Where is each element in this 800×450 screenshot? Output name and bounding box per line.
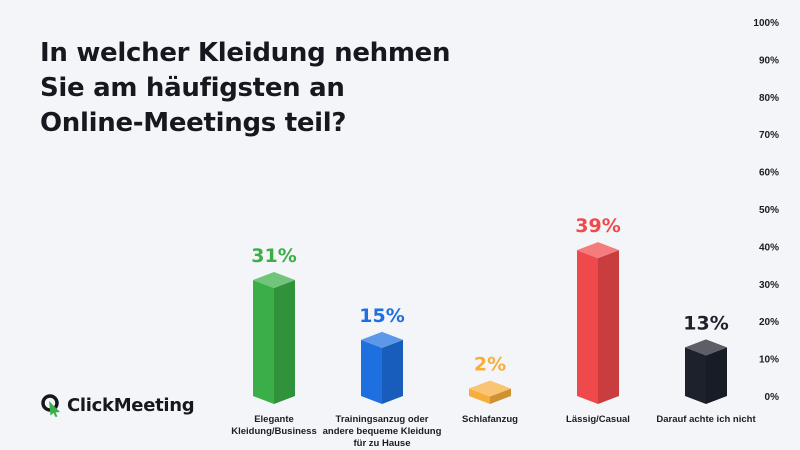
bar-left-face [685,347,706,404]
chart-title: In welcher Kleidung nehmen Sie am häufig… [40,36,470,141]
bar-value-label: 13% [683,312,728,334]
y-tick-label: 40% [759,242,779,253]
bar-top-face [253,272,295,289]
bar-left-face [577,250,598,404]
bar-left-face [253,280,274,404]
bar-value-label: 39% [575,215,620,237]
bar-right-face [490,388,511,404]
bar-value-label: 31% [251,245,296,267]
y-tick-label: 100% [753,18,779,29]
clickmeeting-logo-icon [41,394,60,417]
category-label-3: Lässig/Casual [566,414,630,425]
category-label-0: Elegante Kleidung/Business [231,414,317,437]
bar-top-face [685,339,727,356]
y-tick-label: 50% [759,205,779,216]
category-label-4: Darauf achte ich nicht [656,414,756,425]
bar-value-label: 15% [359,305,404,327]
title-line-2: Sie am häufigsten an [40,73,345,103]
y-tick-label: 0% [765,392,780,403]
y-tick-label: 80% [759,93,779,104]
category-label-1: Trainingsanzug oder andere bequeme Kleid… [322,414,442,449]
bar-left-face [361,339,382,404]
bar-right-face [706,347,727,404]
title-line-3: Online-Meetings teil? [40,108,347,138]
bar-right-face [274,280,295,404]
y-tick-label: 70% [759,130,779,141]
bar-right-face [598,250,619,404]
bar-value-label: 2% [474,354,506,376]
y-tick-label: 30% [759,280,779,291]
clickmeeting-logo: ClickMeeting [40,393,195,417]
bar-top-face [577,242,619,259]
y-tick-label: 90% [759,55,779,66]
y-tick-label: 60% [759,168,779,179]
y-tick-label: 20% [759,317,779,328]
bar-right-face [382,339,403,404]
title-line-1: In welcher Kleidung nehmen [40,38,451,68]
logo-text: ClickMeeting [67,394,195,416]
y-tick-label: 10% [759,355,779,366]
category-label-2: Schlafanzug [462,414,518,425]
bar-top-face [469,380,511,397]
bar-left-face [469,388,490,404]
bar-top-face [361,331,403,348]
